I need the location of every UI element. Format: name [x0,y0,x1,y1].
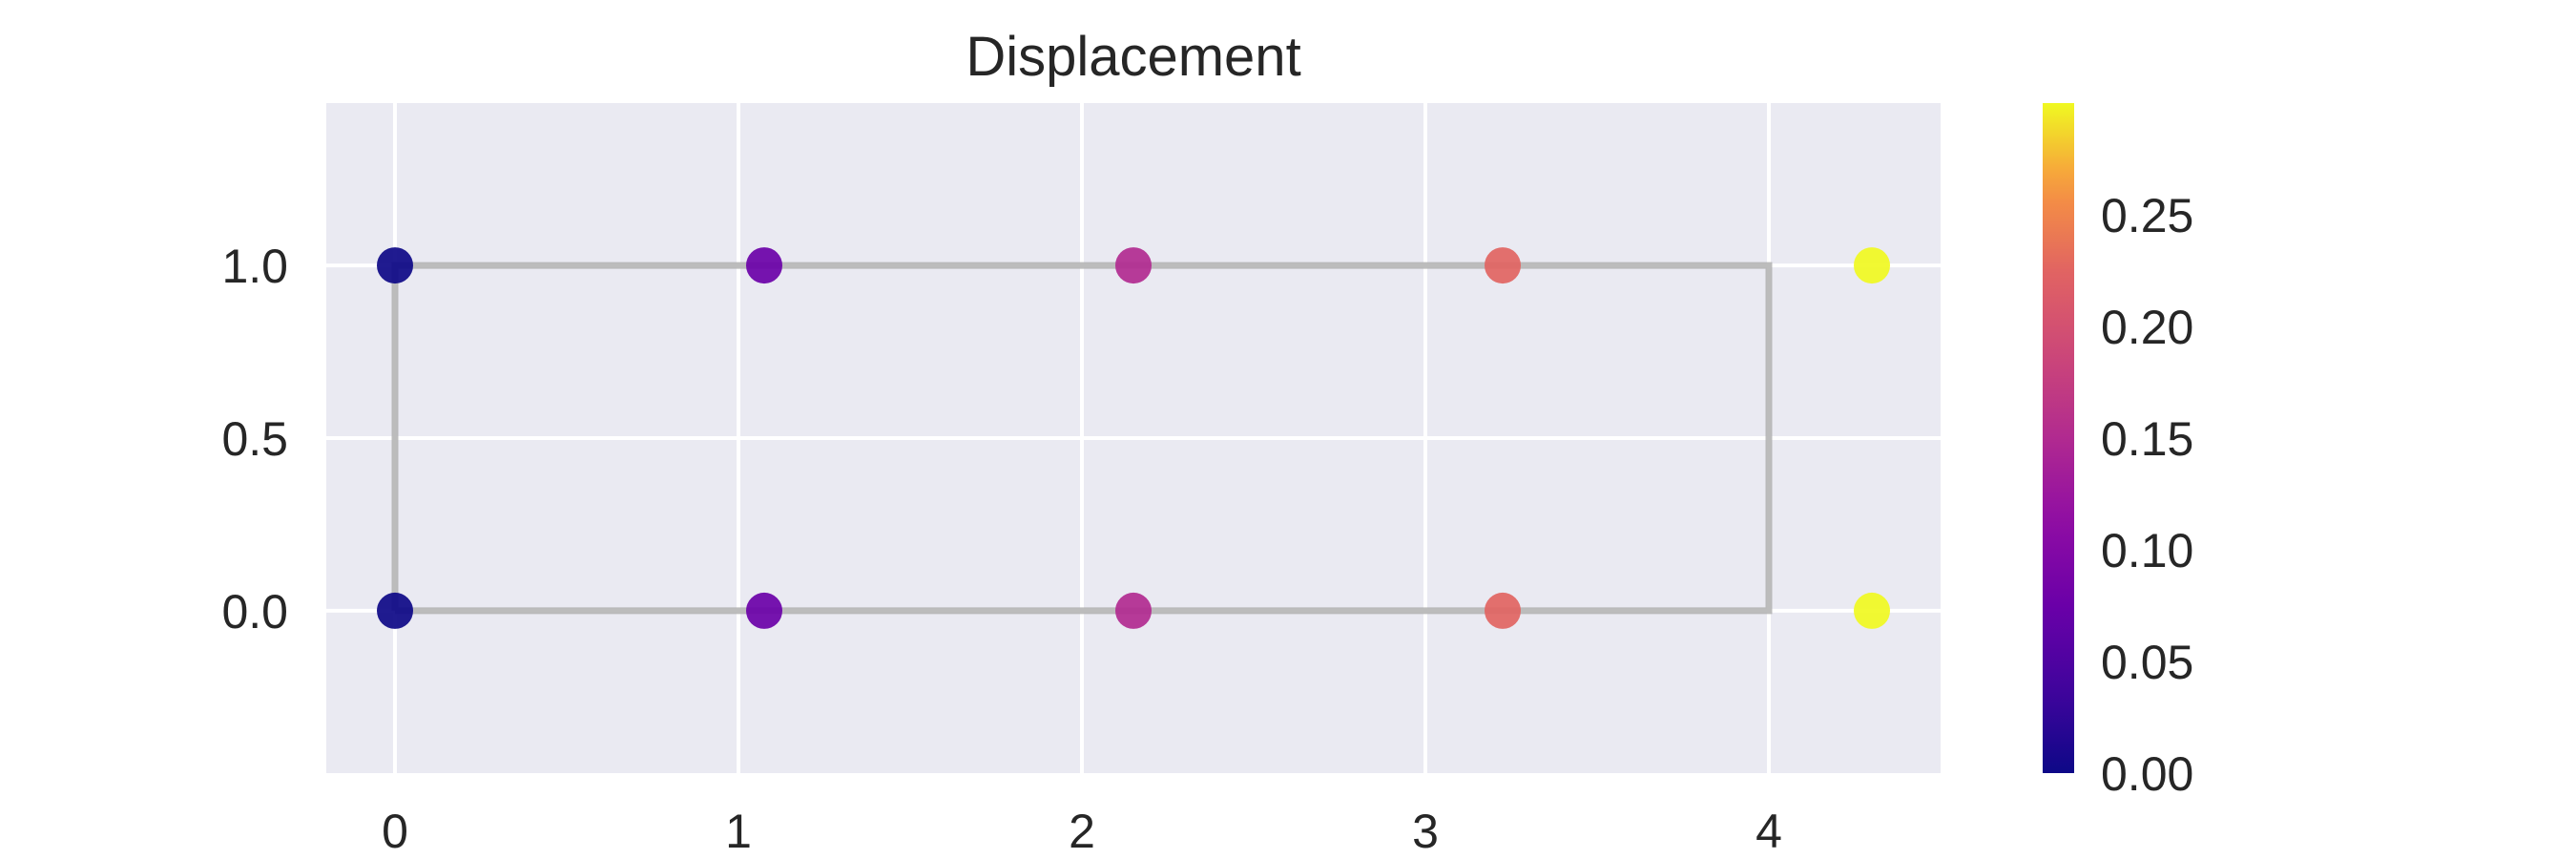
colorbar-gradient [2043,103,2074,773]
y-tick-label: 0.0 [221,585,288,639]
plot-area [326,103,1941,773]
colorbar-tick-label: 0.15 [2101,412,2193,466]
y-tick-label: 0.5 [221,412,288,466]
colorbar-tick-label: 0.05 [2101,636,2193,689]
y-axis: 0.0 0.5 1.0 [221,240,288,639]
colorbar: 0.00 0.05 0.10 0.15 0.20 0.25 [2043,103,2193,801]
chart-title: Displacement [966,26,1300,88]
scatter-point [1485,592,1521,629]
scatter-point [746,592,782,629]
scatter-point [1115,247,1152,284]
scatter-point [377,592,413,629]
colorbar-tick-label: 0.00 [2101,747,2193,801]
scatter-point [377,247,413,284]
x-axis: 0 1 2 3 4 [382,805,1782,858]
x-tick-label: 0 [382,805,408,858]
x-tick-label: 2 [1069,805,1095,858]
colorbar-tick-label: 0.25 [2101,189,2193,242]
scatter-point [746,247,782,284]
scatter-point [1115,592,1152,629]
colorbar-tick-label: 0.20 [2101,301,2193,354]
scatter-point [1854,592,1890,629]
x-tick-label: 3 [1412,805,1439,858]
x-tick-label: 4 [1755,805,1782,858]
scatter-point [1485,247,1521,284]
reference-shape-outline [391,262,1773,615]
y-tick-label: 1.0 [221,240,288,293]
x-tick-label: 1 [725,805,752,858]
scatter-point [1854,247,1890,284]
colorbar-tick-label: 0.10 [2101,524,2193,577]
